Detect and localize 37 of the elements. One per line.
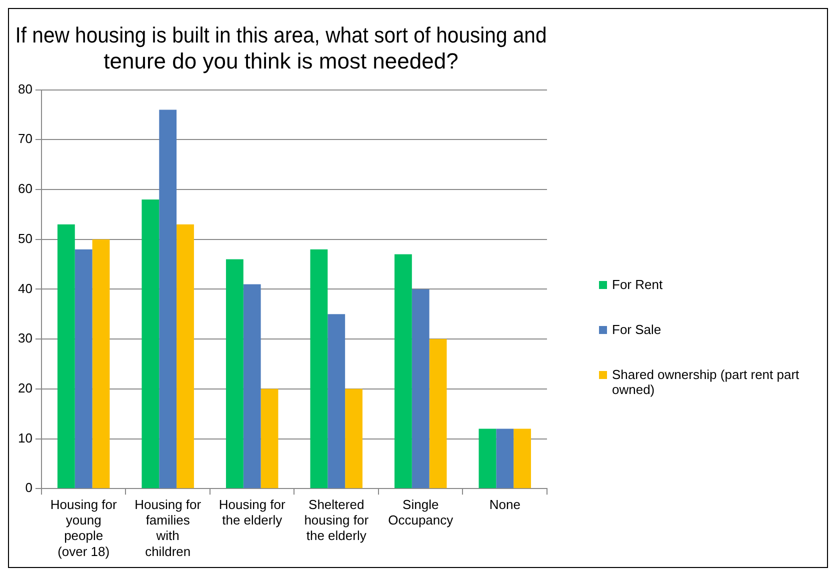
x-tick-label: Sheltered housing for the elderly (304, 496, 370, 544)
legend-label: For Rent (612, 277, 663, 292)
y-tick-label: 30 (18, 330, 32, 346)
bar (412, 289, 430, 488)
x-tick-label: Housing for young people (over 18) (50, 496, 118, 559)
x-tick-label: Housing for families with children (134, 496, 202, 559)
bar (345, 388, 362, 488)
y-tick-label: 20 (18, 380, 32, 396)
bar (92, 239, 110, 488)
x-tick-label: Single Occupancy (388, 496, 454, 528)
bar (514, 428, 531, 488)
bar (159, 110, 177, 488)
chart-title: If new housing is built in this area, what sort of housing and tenure do you think is most needed? (15, 24, 547, 74)
bar (429, 339, 447, 488)
x-tick-label: None (489, 496, 520, 512)
bar (142, 199, 160, 488)
legend-label: For Sale (612, 322, 662, 337)
bar (328, 314, 346, 488)
y-tick-label: 50 (18, 230, 32, 246)
y-tick-label: 70 (18, 131, 32, 146)
bar (394, 254, 412, 488)
y-tick-label: 60 (18, 181, 32, 196)
y-tick-label: 40 (18, 280, 32, 296)
bar (260, 388, 278, 488)
bar (176, 224, 194, 488)
bar (478, 428, 496, 488)
bar (243, 284, 261, 488)
bar (496, 428, 514, 488)
y-tick-label: 0 (25, 480, 32, 496)
bar (226, 259, 244, 488)
bar (310, 249, 328, 488)
legend-label: Shared ownership (part rent part owned) (612, 367, 800, 397)
bar (57, 224, 75, 488)
bar (74, 249, 92, 488)
y-tick-label: 10 (18, 430, 32, 446)
y-tick-label: 80 (18, 81, 32, 96)
x-tick-label: Housing for the elderly (218, 496, 286, 528)
